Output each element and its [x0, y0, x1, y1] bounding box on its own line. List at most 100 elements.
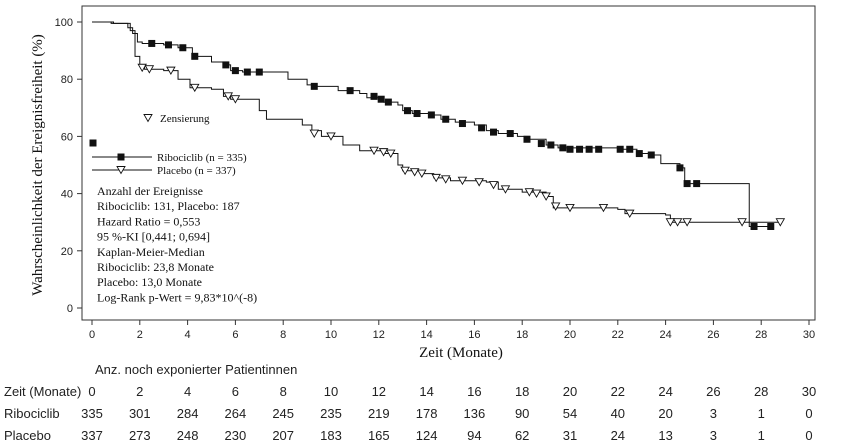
- censor-marker-ribociclib: [191, 52, 199, 60]
- censor-marker-placebo: [565, 203, 575, 213]
- risk-table-ribociclib-cell: 1: [757, 406, 765, 421]
- censor-marker-ribociclib: [413, 110, 421, 118]
- censor-marker-placebo: [166, 66, 176, 76]
- censor-marker-ribociclib: [635, 150, 643, 158]
- censor-marker-ribociclib: [537, 140, 545, 148]
- risk-table-time-cell: 8: [279, 384, 287, 399]
- risk-table-placebo-cell: 230: [224, 428, 247, 443]
- risk-table-placebo-cell: 273: [128, 428, 151, 443]
- risk-table-ribociclib-cell: 40: [610, 406, 626, 421]
- censor-marker-ribociclib: [585, 145, 593, 153]
- censor-marker-ribociclib: [377, 95, 385, 103]
- censor-marker-placebo: [457, 176, 468, 186]
- censor-marker-ribociclib: [576, 145, 584, 153]
- plot-frame: [81, 5, 816, 321]
- risk-table-placebo-label: Placebo: [4, 428, 51, 443]
- censor-marker-ribociclib: [442, 115, 450, 123]
- risk-table-time-cell: 14: [419, 384, 434, 399]
- risk-table-ribociclib-cell: 219: [367, 406, 390, 421]
- risk-table-ribociclib-cell: 54: [562, 406, 578, 421]
- censor-marker-ribociclib: [458, 120, 466, 128]
- censor-marker-ribociclib: [164, 41, 172, 49]
- censor-marker-placebo: [230, 95, 241, 104]
- risk-table-placebo-cell: 13: [658, 428, 673, 443]
- risk-table-placebo-cell: 3: [709, 428, 717, 443]
- censor-marker-ribociclib: [179, 44, 187, 52]
- censor-marker-placebo: [144, 65, 155, 74]
- legend-marker-placebo: [116, 166, 126, 175]
- risk-table-ribociclib-cell: 264: [224, 406, 247, 421]
- censor-marker-placebo: [440, 175, 451, 184]
- risk-table-ribociclib-cell: 335: [81, 406, 103, 421]
- legend-marker-ribociclib: [117, 153, 125, 161]
- x-tick-label: 28: [755, 329, 767, 341]
- x-tick-label: 20: [564, 329, 576, 341]
- censor-marker-ribociclib: [243, 68, 251, 76]
- legend-label-placebo: Placebo (n = 337): [157, 165, 236, 177]
- censor-marker-ribociclib: [767, 222, 775, 230]
- censor-marker-ribociclib: [346, 87, 354, 95]
- censor-marker-placebo: [524, 188, 535, 197]
- censor-marker-placebo: [672, 218, 683, 227]
- censor-marker-ribociclib: [616, 145, 624, 153]
- censor-marker-ribociclib: [384, 98, 392, 106]
- censor-marker-placebo: [598, 203, 609, 213]
- risk-table-time-cell: 24: [658, 384, 673, 399]
- risk-table-ribociclib-cell: 301: [128, 406, 151, 421]
- censor-marker-placebo: [550, 202, 561, 211]
- censor-marker-ribociclib: [647, 151, 655, 159]
- censor-marker-placebo: [409, 168, 420, 177]
- x-tick-label: 14: [420, 329, 432, 341]
- risk-table-time-cell: 12: [371, 384, 387, 399]
- y-axis-label: Wahrscheinlichkeit der Ereignisfreiheit …: [30, 34, 46, 296]
- censor-marker-ribociclib: [750, 222, 758, 230]
- x-tick-label: 16: [468, 329, 480, 341]
- censor-marker-placebo: [309, 129, 320, 138]
- censor-marker-placebo: [137, 63, 147, 73]
- legend-censor-label: Zensierung: [160, 113, 210, 125]
- risk-table-time-cell: 26: [706, 384, 721, 399]
- censor-marker-ribociclib: [523, 135, 531, 143]
- censor-marker-placebo: [488, 181, 499, 190]
- censor-marker-placebo: [737, 218, 747, 227]
- at-risk-table: Anz. noch exponierter Patientinnen Zeit …: [0, 362, 861, 446]
- censor-marker-placebo: [326, 132, 336, 141]
- risk-table-placebo-cell: 62: [514, 428, 530, 443]
- risk-table-placebo-cell: 124: [415, 428, 438, 443]
- censor-marker-placebo: [624, 209, 635, 219]
- legend: Zensierung Ribociclib (n = 335)Placebo (n…: [89, 113, 247, 177]
- censor-marker-ribociclib: [595, 145, 603, 153]
- y-tick-label: 80: [61, 74, 73, 86]
- x-tick-label: 24: [659, 329, 671, 341]
- x-tick-label: 22: [612, 329, 624, 341]
- censor-marker-ribociclib: [222, 61, 230, 69]
- x-tick-label: 12: [373, 329, 385, 341]
- annotation-line: Ribociclib: 23,8 Monate: [97, 260, 214, 274]
- censor-marker-placebo: [369, 146, 379, 156]
- annotation-line: Kaplan-Meier-Median: [97, 245, 205, 259]
- x-axis-label: Zeit (Monate): [419, 345, 503, 361]
- censor-marker-placebo: [223, 92, 234, 101]
- risk-table-ribociclib-cell: 235: [320, 406, 342, 421]
- x-tick-label: 6: [232, 329, 238, 341]
- risk-table-ribociclib-label: Ribociclib: [4, 406, 60, 421]
- x-tick-label: 18: [516, 329, 528, 341]
- y-tick-label: 40: [61, 189, 73, 201]
- censor-marker-placebo: [400, 166, 410, 176]
- annotation-line: Placebo: 13,0 Monate: [97, 275, 202, 289]
- censor-marker-ribociclib: [547, 141, 555, 149]
- risk-table-row-placebo: Placebo 337 273 248 230 207 183 165 124 94 62 31 24 1…: [0, 428, 861, 446]
- annotation-line: Ribociclib: 131, Placebo: 187: [97, 199, 240, 213]
- risk-table-placebo-cell: 0: [805, 428, 813, 443]
- censor-marker-ribociclib: [310, 82, 318, 90]
- risk-table-ribociclib-cell: 20: [658, 406, 673, 421]
- risk-table-time-cell: 22: [610, 384, 626, 399]
- risk-table-row-ribociclib: Ribociclib 335 301 284 264 245 235 219 178 136 90 5…: [0, 406, 861, 424]
- censor-marker-ribociclib: [370, 92, 378, 100]
- censor-marker-placebo: [500, 185, 511, 194]
- censor-marker-ribociclib: [255, 68, 263, 76]
- censor-marker-placebo: [682, 218, 692, 227]
- risk-table-header-row: Zeit (Monate) 0 2 4 6 8 10 12 14 16 18 20 22 24 26 28 30: [0, 384, 861, 402]
- risk-table-placebo-cell: 183: [320, 428, 342, 443]
